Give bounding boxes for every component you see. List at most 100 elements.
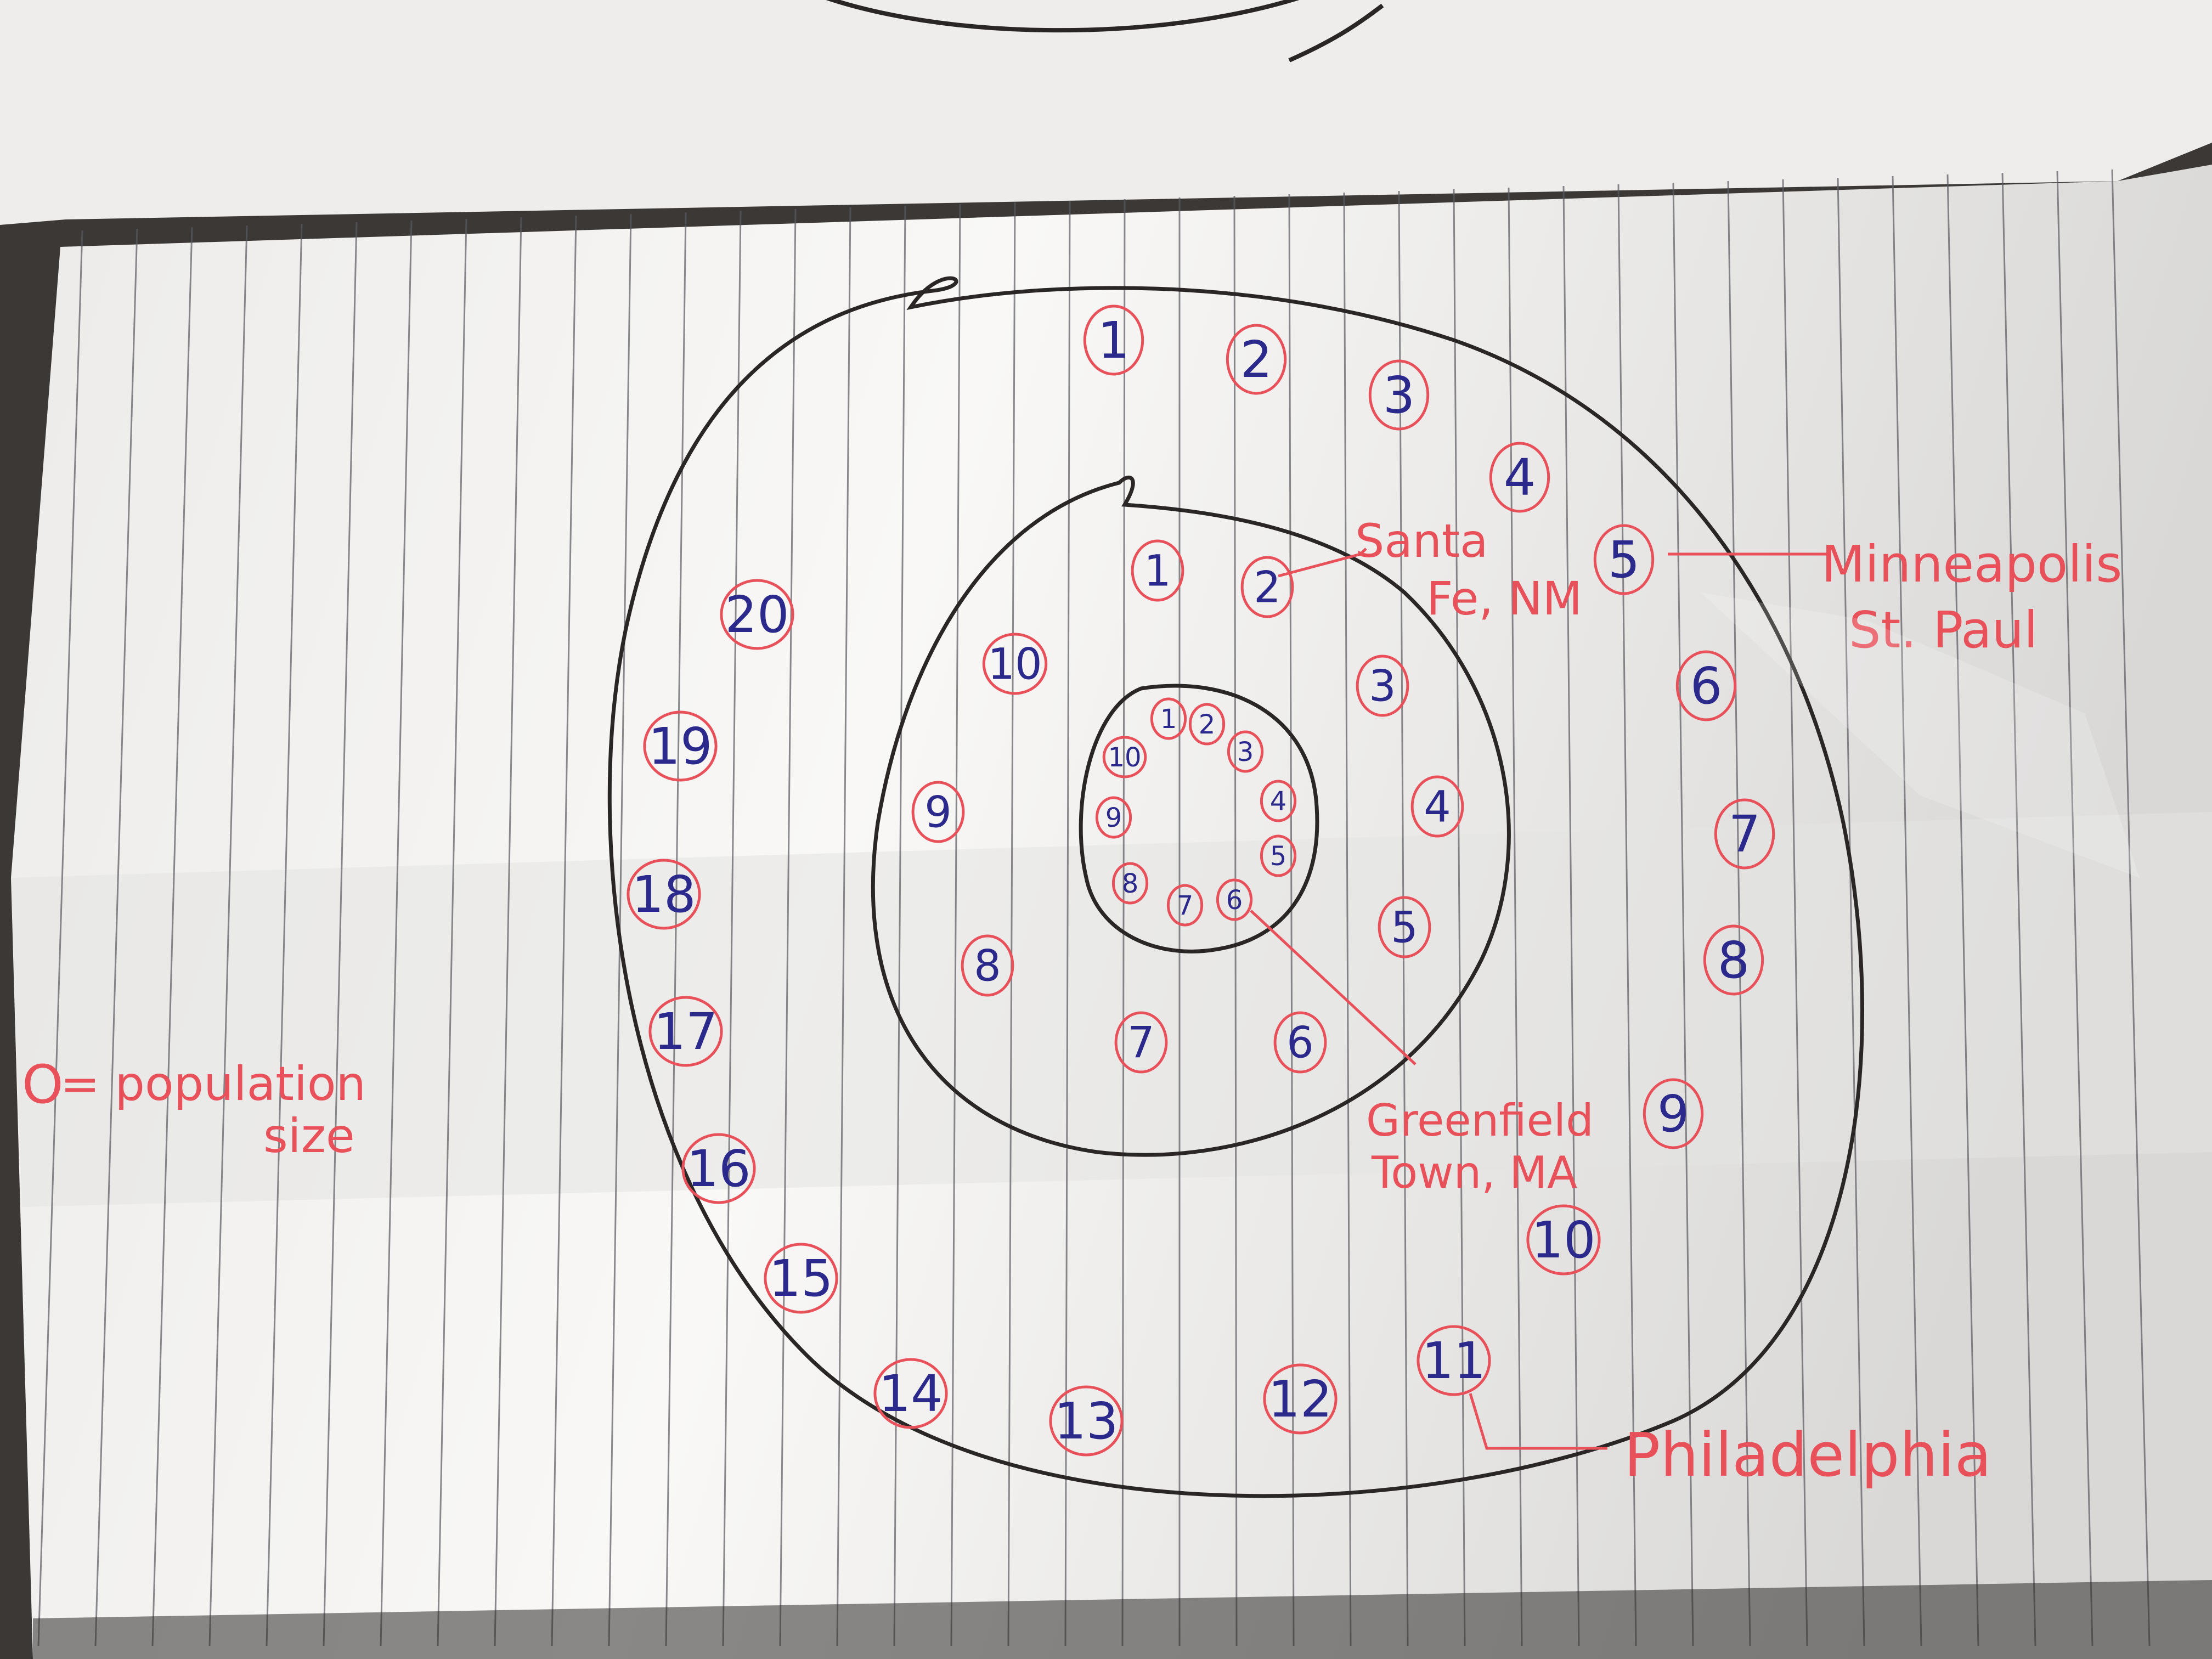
population-circle [1049, 1385, 1124, 1457]
ruled-line [94, 228, 138, 1646]
ring-number: 9 [1657, 1085, 1690, 1143]
ring-number: 16 [686, 1139, 751, 1198]
ruled-line [1782, 179, 1808, 1646]
population-circle [1260, 780, 1297, 822]
ruled-line [494, 217, 522, 1646]
population-circle [1593, 524, 1655, 595]
population-circle [1410, 775, 1464, 838]
ring-number: 13 [1054, 1392, 1118, 1451]
philadelphia-label: Philadelphia [1624, 1420, 1991, 1490]
population-circle [681, 1133, 756, 1204]
ruled-line [380, 220, 413, 1646]
ruled-line [1007, 202, 1016, 1646]
ruled-line [1617, 184, 1637, 1646]
ruled-line [1946, 174, 1979, 1646]
inner-ring-item: 10 [1102, 736, 1147, 778]
middle-ring-item: 6 [1273, 1011, 1327, 1074]
ruled-line [1892, 176, 1922, 1646]
population-circle [1114, 1011, 1168, 1074]
outer-ring-item: 10 [1526, 1204, 1601, 1276]
ring-number: 19 [648, 717, 712, 776]
ring-number: 10 [1531, 1211, 1595, 1269]
ring-number: 4 [1424, 782, 1451, 832]
middle-ring-item: 10 [982, 633, 1048, 695]
legend-text-1: = population [60, 1057, 366, 1111]
population-circle [1095, 796, 1132, 839]
population-circle [648, 996, 723, 1067]
inner-ring: 1 234 56 7 8 9 10 [1095, 697, 1297, 927]
outer-ring-item: 15 [764, 1243, 838, 1314]
population-circle [720, 579, 794, 650]
ring-number: 11 [1421, 1331, 1486, 1390]
ruled-line [208, 225, 248, 1646]
ruled-line [1672, 182, 1694, 1646]
outer-ring-item: 1 [1083, 304, 1144, 376]
outer-ring-outline [607, 276, 1864, 1498]
ruled-line [1727, 180, 1751, 1646]
ring-number: 6 [1690, 657, 1723, 715]
outer-ring-item: 9 [1643, 1078, 1704, 1149]
inner-ring-item: 6 [1216, 878, 1253, 921]
greenfield-label-2: Town, MA [1371, 1147, 1577, 1198]
population-circle [1356, 654, 1409, 717]
ruled-line [779, 208, 797, 1646]
ring-number: 5 [1270, 841, 1287, 872]
ruled-line [2056, 171, 2094, 1646]
ruled-line [551, 215, 577, 1646]
ruled-line [1562, 185, 1580, 1646]
ring-number: 3 [1237, 737, 1254, 768]
population-circle [1166, 884, 1204, 927]
population-circle [1150, 697, 1187, 740]
outer-ring-item: 3 [1368, 359, 1430, 431]
population-circle [1083, 304, 1144, 376]
ring-number: 20 [725, 585, 789, 644]
ruled-line [950, 204, 961, 1646]
ruled-line [836, 207, 851, 1646]
middle-ring-item: 7 [1114, 1011, 1168, 1074]
ruled-line [893, 205, 906, 1646]
population-circle [1643, 1078, 1704, 1149]
inner-ring-item: 7 [1166, 884, 1204, 927]
ring-number: 1 [1098, 311, 1130, 370]
outer-ring-item: 5 [1593, 524, 1655, 595]
population-circle [1273, 1011, 1327, 1074]
santa-fe-label-1: Santa [1355, 514, 1488, 568]
ruled-line [151, 227, 193, 1646]
population-circle [1131, 539, 1184, 602]
ring-number: 5 [1391, 903, 1418, 952]
greenfield-leader [1250, 910, 1417, 1065]
legend-text-2: size [263, 1109, 355, 1164]
population-circle [982, 633, 1048, 695]
ring-number: 15 [769, 1249, 833, 1308]
population-circle [643, 710, 718, 782]
ruled-line [1837, 177, 1865, 1646]
outer-ring-item: 2 [1226, 324, 1287, 395]
population-circle [764, 1243, 838, 1314]
ring-number: 5 [1608, 531, 1640, 589]
ring-number: 6 [1226, 885, 1243, 916]
philadelphia-leader [1469, 1393, 1607, 1450]
inner-ring-item: 1 [1150, 697, 1187, 740]
population-circle [1675, 650, 1737, 721]
previous-page-sketch [826, 0, 1299, 33]
ring-number: 9 [1105, 803, 1122, 833]
light-streak [1701, 592, 2140, 878]
population-circle [1368, 359, 1430, 431]
outer-ring-item: 20 [720, 579, 794, 650]
inner-ring-item: 5 [1260, 834, 1297, 877]
middle-ring-item: 1 [1131, 539, 1184, 602]
outer-ring-item: 11 [1417, 1325, 1491, 1396]
ring-number: 18 [631, 865, 696, 924]
outer-ring-item: 16 [681, 1133, 756, 1204]
ring-number: 4 [1504, 448, 1536, 507]
population-circle [961, 934, 1014, 997]
outer-ring-item: 12 [1263, 1363, 1338, 1435]
ruled-line [437, 218, 467, 1646]
ring-number: 6 [1286, 1018, 1314, 1068]
santa-fe-label-2: Fe, NM [1426, 572, 1582, 625]
middle-ring-outline [871, 476, 1511, 1157]
ruled-line [1288, 194, 1295, 1646]
